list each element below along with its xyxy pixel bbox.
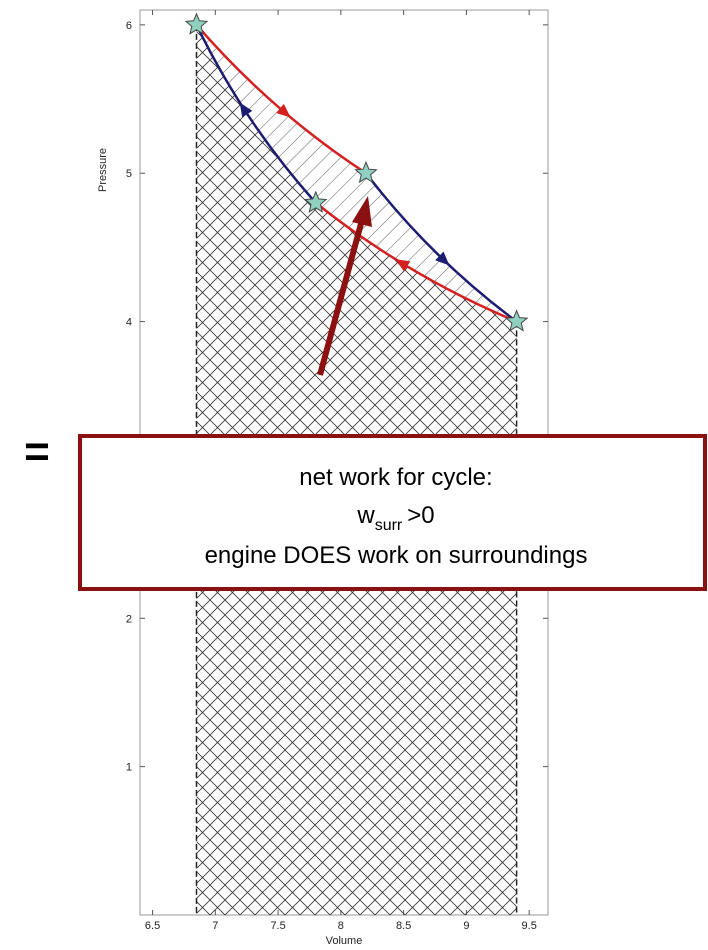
x-tick-label: 9.5 [522, 920, 537, 932]
pointer-arrow [317, 219, 365, 376]
direction-arrow [276, 103, 291, 118]
x-axis-label: Volume [326, 935, 363, 947]
x-tick-label: 6.5 [145, 920, 160, 932]
x-tick-label: 7.5 [270, 920, 285, 932]
x-tick-label: 7 [212, 920, 218, 932]
process-curve [364, 172, 518, 323]
state-point [354, 160, 378, 184]
state-point [304, 190, 328, 213]
equals-sign: = [24, 427, 50, 476]
y-tick-label: 4 [126, 317, 132, 329]
x-tick-label: 8.5 [396, 920, 411, 932]
y-tick-label: 5 [126, 168, 132, 180]
y-tick-label: 2 [126, 613, 132, 625]
direction-arrow [239, 102, 253, 118]
relation: >0 [407, 502, 434, 529]
state-point [184, 12, 209, 35]
x-tick-label: 8 [338, 920, 344, 932]
x-tick-label: 9 [463, 920, 469, 932]
process-curve [314, 201, 518, 323]
cycle-area [196, 24, 517, 322]
direction-arrow [395, 259, 411, 272]
y-tick-label: 1 [126, 762, 132, 774]
annotation-line: engine DOES work on surroundings [205, 542, 588, 569]
subscript: surr [375, 517, 403, 534]
direction-arrow [435, 251, 450, 266]
annotation-box [78, 434, 707, 591]
process-curve [195, 24, 367, 175]
y-axis-label: Pressure [97, 148, 109, 192]
pointer-head [352, 196, 372, 227]
annotation-formula: wsurr >0 [356, 502, 434, 534]
y-tick-label: 6 [126, 20, 132, 32]
annotation-line: net work for cycle: [299, 464, 492, 491]
process-curve [195, 24, 317, 204]
state-point [504, 309, 529, 332]
symbol: w [356, 502, 375, 529]
